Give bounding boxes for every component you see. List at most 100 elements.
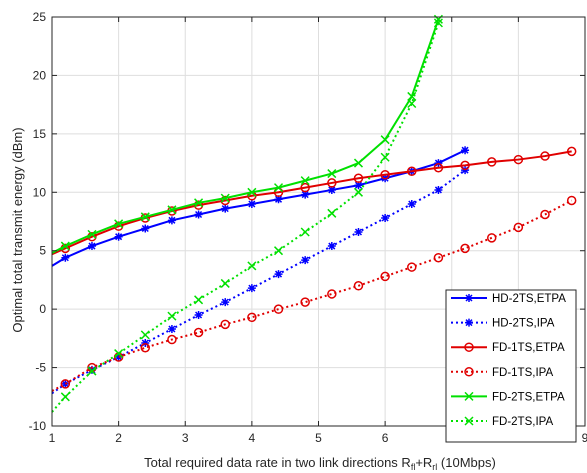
x-axis-title-tail: (10Mbps) bbox=[437, 455, 496, 470]
legend-item: HD-2TS,ETPA bbox=[451, 293, 566, 305]
data-point bbox=[167, 325, 176, 334]
x-tick-label: 2 bbox=[115, 431, 122, 445]
y-tick-label: 20 bbox=[33, 68, 47, 82]
data-point bbox=[486, 233, 497, 243]
x-tick-label: 9 bbox=[582, 431, 587, 445]
data-point bbox=[327, 289, 337, 299]
data-point bbox=[221, 204, 230, 213]
data-point bbox=[327, 208, 337, 218]
data-point bbox=[353, 173, 364, 184]
data-point bbox=[247, 261, 257, 271]
data-point bbox=[566, 195, 577, 206]
y-tick-label: 15 bbox=[33, 127, 47, 141]
legend-swatch-marker bbox=[465, 294, 473, 302]
data-point bbox=[167, 216, 176, 225]
data-point bbox=[220, 278, 230, 288]
data-point bbox=[220, 319, 230, 330]
data-point bbox=[247, 199, 256, 208]
legend-swatch-marker bbox=[464, 391, 474, 401]
data-point bbox=[353, 281, 364, 291]
data-point bbox=[380, 271, 390, 282]
data-point bbox=[327, 185, 336, 194]
data-point bbox=[87, 242, 96, 251]
data-point bbox=[114, 232, 123, 241]
data-point bbox=[354, 181, 363, 190]
data-point bbox=[300, 297, 310, 307]
data-point bbox=[407, 98, 417, 109]
data-point bbox=[461, 146, 470, 155]
legend-label: FD-2TS,IPA bbox=[492, 416, 553, 428]
x-tick-label: 6 bbox=[382, 431, 389, 445]
data-point bbox=[87, 366, 97, 376]
legend-label: HD-2TS,IPA bbox=[492, 318, 555, 330]
legend-item: HD-2TS,IPA bbox=[451, 318, 555, 330]
y-tick-label: 5 bbox=[39, 244, 46, 258]
data-point bbox=[60, 241, 70, 251]
data-point bbox=[220, 195, 230, 206]
data-point bbox=[433, 162, 444, 173]
data-point bbox=[87, 365, 96, 374]
legend-label: HD-2TS,ETPA bbox=[492, 293, 566, 305]
y-tick-label: 0 bbox=[39, 302, 46, 316]
data-point bbox=[274, 195, 283, 204]
data-point bbox=[274, 270, 283, 279]
data-point bbox=[140, 342, 151, 353]
legend-swatch-marker bbox=[464, 367, 474, 377]
data-point bbox=[354, 228, 363, 237]
data-point bbox=[61, 253, 70, 262]
data-point bbox=[327, 169, 337, 179]
data-point bbox=[433, 252, 444, 263]
data-point bbox=[167, 205, 177, 215]
x-tick-label: 5 bbox=[315, 431, 322, 445]
data-point bbox=[247, 187, 257, 197]
series-line bbox=[51, 19, 440, 254]
data-point bbox=[193, 327, 204, 338]
y-axis-title: Optimal total transmit energy (dBm) bbox=[10, 127, 25, 332]
data-point bbox=[407, 91, 417, 101]
legend-item: FD-2TS,ETPA bbox=[451, 391, 565, 403]
y-tick-label: -10 bbox=[29, 419, 47, 433]
data-point bbox=[381, 213, 390, 222]
x-tick-label: 3 bbox=[182, 431, 189, 445]
x-axis-title-sub1: fl bbox=[411, 462, 416, 472]
data-point bbox=[407, 262, 417, 272]
data-point bbox=[327, 242, 336, 251]
data-point bbox=[220, 193, 230, 203]
y-tick-label: 25 bbox=[33, 10, 47, 24]
legend-box bbox=[445, 289, 577, 443]
series-line bbox=[51, 22, 440, 413]
data-point bbox=[140, 212, 150, 222]
legend-swatch-marker bbox=[465, 318, 473, 327]
data-point bbox=[460, 243, 470, 254]
x-axis-title-sub2: rl bbox=[432, 462, 437, 472]
legend-swatch-marker bbox=[464, 342, 474, 352]
data-point bbox=[273, 183, 284, 193]
data-point bbox=[140, 330, 150, 340]
data-point bbox=[167, 311, 177, 321]
data-point bbox=[513, 222, 524, 233]
data-point bbox=[407, 166, 417, 177]
x-tick-label: 1 bbox=[49, 431, 56, 445]
data-point bbox=[380, 170, 390, 180]
data-point bbox=[301, 256, 310, 265]
data-point bbox=[194, 198, 204, 208]
legend-item: FD-1TS,IPA bbox=[451, 367, 553, 379]
data-point bbox=[300, 176, 310, 186]
data-point bbox=[433, 18, 443, 28]
data-point bbox=[114, 349, 124, 359]
data-point bbox=[194, 310, 203, 319]
x-axis-title-plus: +R bbox=[415, 455, 432, 470]
data-point bbox=[114, 353, 123, 362]
data-point bbox=[407, 199, 416, 208]
legend-label: FD-1TS,ETPA bbox=[492, 342, 565, 354]
x-axis-title: Total required data rate in two link dir… bbox=[144, 455, 496, 472]
legend-item: FD-1TS,ETPA bbox=[451, 342, 565, 354]
data-point bbox=[114, 219, 124, 229]
data-point bbox=[273, 246, 284, 256]
series-fd-2ts-ipa bbox=[51, 18, 443, 413]
data-point bbox=[566, 146, 577, 157]
legend-label: FD-1TS,IPA bbox=[492, 367, 553, 379]
data-point bbox=[194, 210, 203, 219]
